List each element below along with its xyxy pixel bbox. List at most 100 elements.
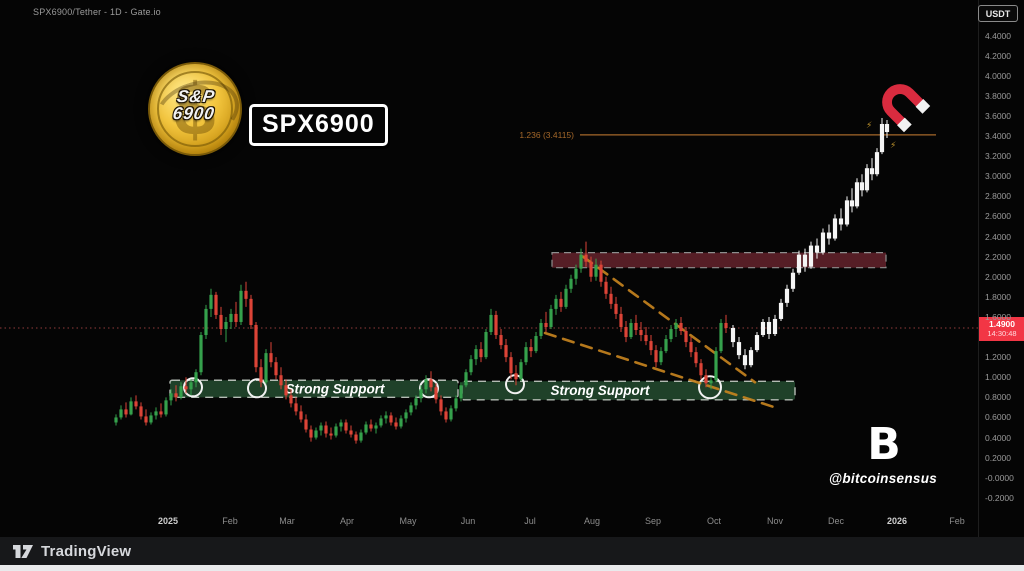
price-axis-label: 2.0000 bbox=[985, 271, 1011, 282]
price-axis[interactable]: 1.4900 14:30:48 4.4000 4.2000 4.0000 3.8000… bbox=[978, 0, 1024, 537]
time-axis-label: Apr bbox=[340, 516, 354, 526]
candle-body bbox=[269, 353, 273, 363]
candle-body bbox=[474, 349, 478, 360]
support-zone bbox=[169, 379, 459, 399]
wedge-trend-line bbox=[581, 255, 757, 384]
candle-body bbox=[730, 328, 736, 343]
candle-body bbox=[489, 314, 493, 333]
price-axis-label: 0.6000 bbox=[985, 412, 1011, 423]
candle-body bbox=[154, 411, 158, 416]
time-axis-label: May bbox=[399, 516, 417, 526]
currency-toggle-button[interactable]: USDT bbox=[978, 5, 1018, 22]
candle-body bbox=[826, 232, 832, 239]
candle-body bbox=[429, 379, 433, 388]
price-axis-label: 0.8000 bbox=[985, 392, 1011, 403]
price-axis-label: 0.4000 bbox=[985, 432, 1011, 443]
symbol-title[interactable]: SPX6900/Tether - 1D - Gate.io bbox=[33, 7, 161, 17]
candle-body bbox=[444, 411, 448, 420]
candle-body bbox=[199, 335, 203, 373]
candle-body bbox=[584, 254, 588, 262]
tradingview-wordmark[interactable]: TradingView bbox=[41, 542, 132, 560]
candle-body bbox=[404, 412, 408, 419]
candle-body bbox=[219, 314, 223, 330]
candle-body bbox=[174, 393, 178, 398]
candle-body bbox=[884, 123, 890, 133]
time-axis-label: Jun bbox=[461, 516, 476, 526]
candle-body bbox=[544, 322, 548, 327]
candle-body bbox=[214, 294, 218, 315]
candle-body bbox=[494, 314, 498, 336]
candle-body bbox=[714, 351, 718, 381]
magnet-spark-icon: ⚡ bbox=[866, 120, 873, 130]
candle-body bbox=[742, 355, 748, 366]
candle-body bbox=[766, 321, 772, 335]
candle-body bbox=[144, 416, 148, 423]
candle-body bbox=[209, 294, 213, 309]
candle-body bbox=[184, 386, 188, 390]
candle-body bbox=[224, 321, 228, 330]
candle-body bbox=[149, 415, 153, 423]
candle-body bbox=[194, 372, 198, 383]
price-axis-label: 4.2000 bbox=[985, 50, 1011, 61]
candle-body bbox=[234, 313, 238, 322]
price-axis-label: 3.4000 bbox=[985, 131, 1011, 142]
candle-body bbox=[849, 200, 855, 207]
candle-body bbox=[324, 425, 328, 434]
candle-body bbox=[374, 425, 378, 429]
candle-body bbox=[369, 424, 373, 429]
candle-body bbox=[514, 373, 518, 380]
candle-body bbox=[814, 245, 820, 253]
candle-body bbox=[399, 418, 403, 427]
price-axis-label: 1.0000 bbox=[985, 372, 1011, 383]
coin-text-bottom: 6900 bbox=[171, 104, 217, 123]
price-axis-label: 3.0000 bbox=[985, 171, 1011, 182]
candle-body bbox=[134, 401, 138, 407]
candle-body bbox=[539, 322, 543, 337]
time-axis-label: Dec bbox=[828, 516, 845, 526]
candle-body bbox=[614, 303, 618, 314]
candle-body bbox=[599, 264, 603, 282]
candle-body bbox=[479, 349, 483, 358]
candle-body bbox=[649, 341, 653, 351]
candle-body bbox=[499, 335, 503, 346]
coin-ring bbox=[157, 71, 233, 147]
candle-body bbox=[254, 324, 258, 368]
candle-body bbox=[604, 281, 608, 294]
candle-body bbox=[879, 123, 885, 153]
candle-body bbox=[439, 399, 443, 412]
last-price-value: 1.4900 bbox=[989, 319, 1015, 329]
candle-body bbox=[736, 342, 742, 356]
price-axis-label: 2.4000 bbox=[985, 231, 1011, 242]
candle-body bbox=[504, 345, 508, 358]
time-axis-label: Oct bbox=[707, 516, 722, 526]
time-axis-label: 2026 bbox=[887, 516, 907, 526]
candle-body bbox=[159, 411, 163, 415]
candle-body bbox=[179, 386, 183, 398]
candle-body bbox=[434, 387, 438, 400]
candle-body bbox=[724, 322, 728, 328]
candle-body bbox=[299, 411, 303, 420]
price-axis-label: 3.6000 bbox=[985, 110, 1011, 121]
price-axis-label: 2.8000 bbox=[985, 191, 1011, 202]
candle-body bbox=[579, 254, 583, 269]
candle-body bbox=[289, 395, 293, 404]
candle-body bbox=[394, 422, 398, 427]
candle-body bbox=[694, 352, 698, 364]
time-axis-label: Sep bbox=[645, 516, 661, 526]
candle-body bbox=[644, 335, 648, 342]
candle-body bbox=[319, 425, 323, 431]
candle-body bbox=[634, 322, 638, 331]
chart-area[interactable]: Strong Support Strong Support 1.236 (3.411… bbox=[0, 0, 978, 537]
candle-body bbox=[189, 382, 193, 390]
candle-body bbox=[664, 339, 668, 352]
candlestick-chart[interactable]: Strong Support Strong Support 1.236 (3.411… bbox=[0, 0, 978, 537]
candle-body bbox=[334, 426, 338, 436]
bottom-strip bbox=[0, 565, 1024, 571]
ticker-label: SPX6900 bbox=[249, 104, 388, 146]
candle-body bbox=[339, 422, 343, 427]
candle-body bbox=[699, 363, 703, 376]
tradingview-logo-icon[interactable] bbox=[12, 542, 34, 560]
support-touch-circle bbox=[419, 378, 439, 399]
candle-body bbox=[229, 313, 233, 322]
candle-body bbox=[464, 372, 468, 386]
